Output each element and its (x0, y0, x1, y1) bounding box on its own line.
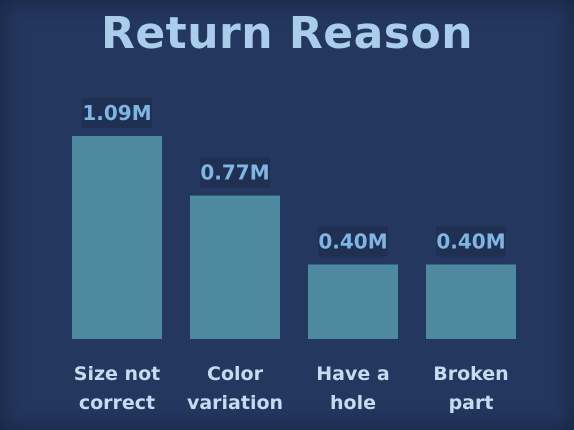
data-label-background (82, 98, 152, 128)
data-label-background (318, 226, 388, 257)
chart-title: Return Reason (100, 8, 474, 59)
category-label: Size not correct (73, 363, 161, 414)
data-label: 0.77M (200, 161, 269, 185)
data-label-background (436, 226, 506, 257)
data-label-background (200, 157, 270, 188)
category-label: Color variation (186, 363, 284, 414)
data-label: 0.40M (436, 230, 505, 254)
bar-3 (426, 264, 516, 339)
category-label: Broken part (433, 363, 509, 414)
category-label: Have a hole (316, 363, 390, 414)
bar-2 (308, 264, 398, 339)
bar-1 (190, 195, 280, 339)
data-label: 0.40M (318, 230, 387, 254)
bar-0 (72, 136, 162, 339)
data-label: 1.09M (82, 101, 151, 125)
